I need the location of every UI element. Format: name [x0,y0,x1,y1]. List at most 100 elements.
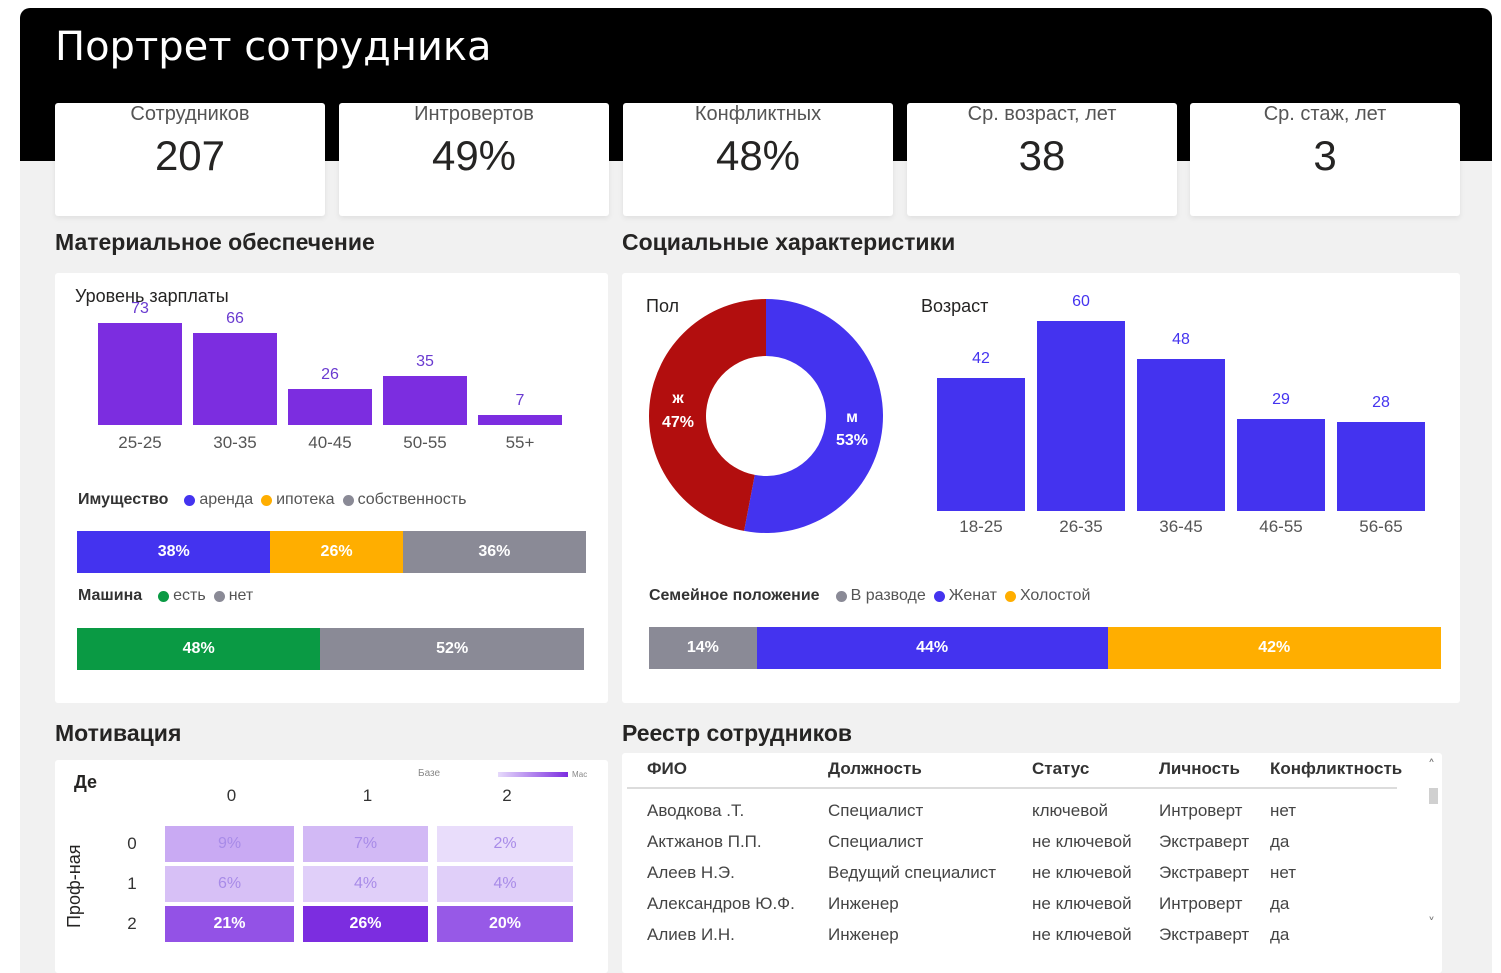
legend-title: Машина [78,587,143,604]
salary-bar[interactable] [193,333,277,425]
heatmap-legend-max: Мас [572,770,588,779]
legend-dot-no-car [213,590,225,602]
age-bar[interactable] [1237,419,1325,511]
table-cell: да [1270,894,1290,913]
kpi-card-introverts[interactable]: Интровертов 49% [339,103,609,216]
heatmap-column-label: 1 [362,786,373,805]
kpi-value: 48% [715,132,801,179]
heatmap-cell[interactable]: 9% [165,826,294,862]
heatmap-col-axis-label: Де [74,772,98,792]
heatmap-cell[interactable]: 20% [437,906,573,942]
age-bar[interactable] [937,378,1025,511]
table-cell: не ключевой [1032,863,1132,882]
gender-male-value: 53% [836,432,868,449]
property-segment-own[interactable]: 36% [402,531,586,573]
kpi-card-conflict[interactable]: Конфликтных 48% [623,103,893,216]
kpi-card-avg-tenure[interactable]: Ср. стаж, лет 3 [1190,103,1460,216]
age-category-label: 18-25 [959,517,1003,536]
column-header-status[interactable]: Статус [1032,759,1090,778]
family-legend: Семейное положение В разводе Женат Холос… [649,587,1090,605]
salary-bar[interactable] [98,323,182,425]
table-cell: не ключевой [1032,925,1132,944]
kpi-label: Сотрудников [130,103,250,125]
legend-dot-divorced [835,590,847,602]
age-chart-title: Возраст [921,296,989,316]
age-bar-value-label: 60 [1072,293,1090,310]
age-category-label: 56-65 [1359,517,1403,536]
table-cell: Экстраверт [1159,863,1250,882]
column-header-name[interactable]: ФИО [647,759,687,778]
heatmap-cell[interactable]: 2% [437,826,573,862]
column-header-personality[interactable]: Личность [1159,759,1240,778]
age-bar[interactable] [1337,422,1425,511]
table-cell: нет [1270,863,1297,882]
legend-dot-has-car [158,590,170,602]
gender-male-label: м [846,409,858,426]
table-cell: Ведущий специалист [828,863,997,882]
salary-category-label: 55+ [505,433,535,452]
table-cell: Специалист [828,832,924,851]
table-cell: Аводкова .Т. [647,801,745,820]
family-segment-single[interactable]: 42% [1107,627,1441,669]
salary-bar-value-label: 7 [515,392,525,409]
car-segment-yes[interactable]: 48% [77,628,321,670]
salary-bar-value-label: 73 [131,300,149,317]
legend-item-divorced: В разводе [850,587,926,604]
car-legend: Машина есть нет [78,587,253,605]
gender-female-label: ж [671,390,684,407]
heatmap-cell[interactable]: 26% [303,906,428,942]
property-segment-rent[interactable]: 38% [77,531,271,573]
legend-item-single: Холостой [1019,587,1091,604]
heatmap-cell[interactable]: 4% [437,866,573,902]
salary-category-label: 50-55 [403,433,447,452]
section-title-registry: Реестр сотрудников [622,720,853,746]
table-cell: да [1270,832,1290,851]
legend-dot-own [342,494,354,506]
table-row[interactable]: Алиев И.Н. Инженер не ключевой Экстраверт да [627,925,1397,955]
scroll-up-icon[interactable]: ˄ [1428,758,1435,774]
gender-slice-male[interactable] [744,299,883,533]
kpi-card-employees[interactable]: Сотрудников 207 [55,103,325,216]
gender-slice-female[interactable] [649,299,766,531]
age-bar-value-label: 28 [1372,394,1390,411]
car-segment-no[interactable]: 52% [320,628,584,670]
legend-item-married: Женат [948,587,997,604]
family-segment-divorced[interactable]: 14% [649,627,757,669]
table-cell: Инженер [828,925,899,944]
legend-item-has-car: есть [173,587,206,604]
heatmap-cell[interactable]: 7% [303,826,428,862]
age-bar-value-label: 48 [1172,331,1190,348]
legend-item-rent: аренда [199,491,254,508]
table-cell: Экстраверт [1159,925,1250,944]
salary-category-label: 25-25 [118,433,162,452]
table-cell: не ключевой [1032,894,1132,913]
heatmap-cell[interactable]: 21% [165,906,294,942]
age-bar[interactable] [1137,359,1225,511]
age-bar[interactable] [1037,321,1125,511]
legend-title: Имущество [78,491,169,508]
salary-bar[interactable] [288,389,372,425]
table-row[interactable]: Александров Ю.Ф. Инженер не ключевой Интров… [627,894,1397,924]
scrollbar-thumb[interactable] [1429,788,1438,804]
heatmap-cell[interactable]: 4% [303,866,428,902]
table-row[interactable]: Актжанов П.П. Специалист не ключевой Экстра… [627,832,1397,862]
table-cell: Интроверт [1159,894,1243,913]
legend-dot-rent [184,494,196,506]
family-segment-married[interactable]: 44% [756,627,1108,669]
property-segment-mortgage[interactable]: 26% [270,531,403,573]
table-row[interactable]: Алеев Н.Э. Ведущий специалист не ключевой Э… [627,863,1397,893]
heatmap-row-axis-label: Проф-ная [64,844,84,928]
salary-bar[interactable] [478,415,562,425]
salary-bar[interactable] [383,376,467,425]
table-scrollbar[interactable]: ˄ ˅ [1428,758,1440,940]
heatmap-cell[interactable]: 6% [165,866,294,902]
table-row[interactable]: Аводкова .Т. Специалист ключевой Интроверт н… [627,801,1397,831]
scroll-down-icon[interactable]: ˅ [1428,916,1435,932]
heatmap-row-label: 1 [127,874,137,893]
kpi-card-avg-age[interactable]: Ср. возраст, лет 38 [907,103,1177,216]
table-cell: Экстраверт [1159,832,1250,851]
column-header-position[interactable]: Должность [828,759,922,778]
page-title: Портрет сотрудника [55,24,492,70]
age-bar-value-label: 29 [1272,391,1290,408]
column-header-conflict[interactable]: Конфликтность [1270,759,1403,778]
